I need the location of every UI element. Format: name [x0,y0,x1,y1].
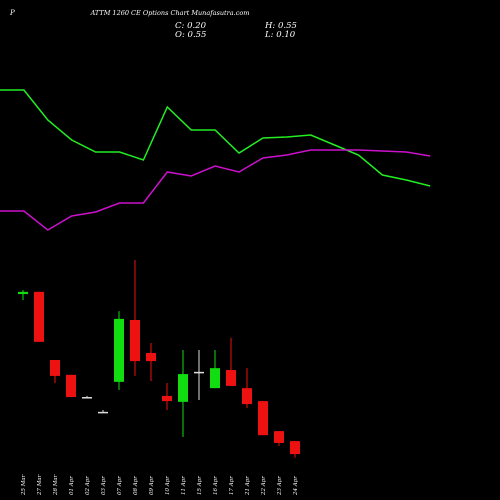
candle-body [210,368,220,389]
candle-body [18,291,28,295]
info-low: L: 0.10 [264,30,296,40]
candle-body [34,291,44,342]
x-tick-label: 11 Apr [181,476,187,495]
x-tick-label: 15 Apr [197,476,203,495]
x-tick-label: 01 Apr [69,476,75,495]
candle-body [178,374,188,402]
candle-body [130,320,140,362]
indicator-line [0,149,431,231]
info-open: O: 0.55 [175,30,206,40]
x-tick-label: 02 Apr [85,476,91,495]
candle-body [226,370,236,386]
symbol: P [9,9,15,17]
x-tick-label: 27 Mar [37,474,43,496]
candle-body [98,411,108,414]
x-tick-label: 17 Apr [229,476,235,495]
x-tick-label: 10 Apr [165,476,171,495]
candle-body [146,352,156,362]
candle-body [242,388,252,405]
candle-body [114,318,124,382]
x-tick-label: 24 Apr [293,476,299,496]
x-tick-label: 23 Apr [277,476,283,496]
candle-body [66,374,76,398]
info-close: C: 0.20 [175,21,207,31]
x-tick-label: 08 Apr [133,476,139,495]
x-tick-label: 25 Mar [21,474,27,496]
candle-body [50,360,60,376]
x-tick-label: 16 Apr [213,476,219,495]
info-high: H: 0.55 [264,21,297,31]
indicator-line [0,89,431,187]
x-tick-label: 21 Apr [245,476,251,496]
x-tick-label: 03 Apr [101,476,107,495]
x-tick-label: 28 Mar [53,474,59,496]
candle-body [258,401,268,436]
x-tick-label: 22 Apr [261,476,267,496]
candle-body [290,441,300,455]
candle-body [162,395,172,402]
chart-title: ATTM 1260 CE Options Chart Munafasutra.c… [90,9,250,17]
candle-body [274,431,284,443]
candle-body [82,397,92,399]
x-tick-label: 09 Apr [149,476,155,495]
x-tick-label: 07 Apr [117,476,123,495]
candle-body [194,371,204,374]
